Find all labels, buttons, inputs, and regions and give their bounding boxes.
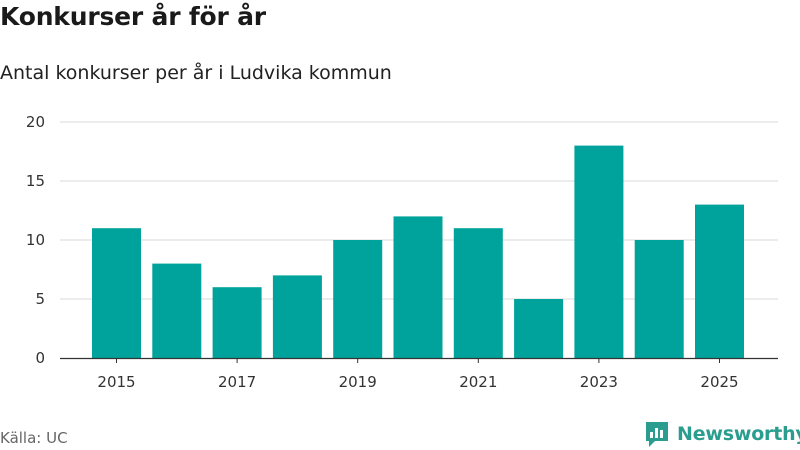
bar-2019 bbox=[333, 240, 383, 358]
x-tick-label-2023: 2023 bbox=[580, 373, 618, 391]
bar-2022 bbox=[514, 299, 564, 358]
bar-2018 bbox=[272, 275, 322, 358]
bar-2016 bbox=[152, 263, 202, 358]
bars bbox=[92, 145, 744, 358]
bar-2024 bbox=[634, 240, 684, 358]
newsworthy-logo: Newsworthy bbox=[644, 420, 800, 448]
y-tick-label-0: 0 bbox=[35, 349, 45, 367]
x-tick-label-2015: 2015 bbox=[97, 373, 135, 391]
y-tick-label-15: 15 bbox=[26, 172, 45, 190]
y-tick-label-5: 5 bbox=[35, 290, 45, 308]
brand-name: Newsworthy bbox=[677, 423, 800, 445]
x-axis: 2015 2017 2019 2021 2023 2025 bbox=[60, 357, 778, 391]
y-tick-label-10: 10 bbox=[26, 231, 45, 249]
bar-2020 bbox=[393, 216, 443, 358]
x-tick-label-2019: 2019 bbox=[339, 373, 377, 391]
bar-chart: 0 5 10 15 20 2015 2017 2019 2021 2023 2025 bbox=[26, 113, 778, 391]
bar-2025 bbox=[695, 204, 744, 358]
chart-title: Konkurser år för år bbox=[0, 2, 266, 31]
bar-2015 bbox=[92, 228, 141, 358]
x-tick-label-2017: 2017 bbox=[218, 373, 256, 391]
y-tick-label-20: 20 bbox=[26, 113, 45, 131]
chart-subtitle: Antal konkurser per år i Ludvika kommun bbox=[0, 62, 392, 84]
source-note: Källa: UC bbox=[0, 429, 68, 447]
x-tick-label-2025: 2025 bbox=[700, 373, 738, 391]
y-axis-labels: 0 5 10 15 20 bbox=[26, 113, 45, 367]
bar-2021 bbox=[453, 228, 503, 358]
x-tick-label-2021: 2021 bbox=[459, 373, 497, 391]
bar-2017 bbox=[212, 287, 262, 358]
bar-2023 bbox=[574, 145, 624, 358]
newsworthy-chart-icon bbox=[646, 422, 668, 447]
